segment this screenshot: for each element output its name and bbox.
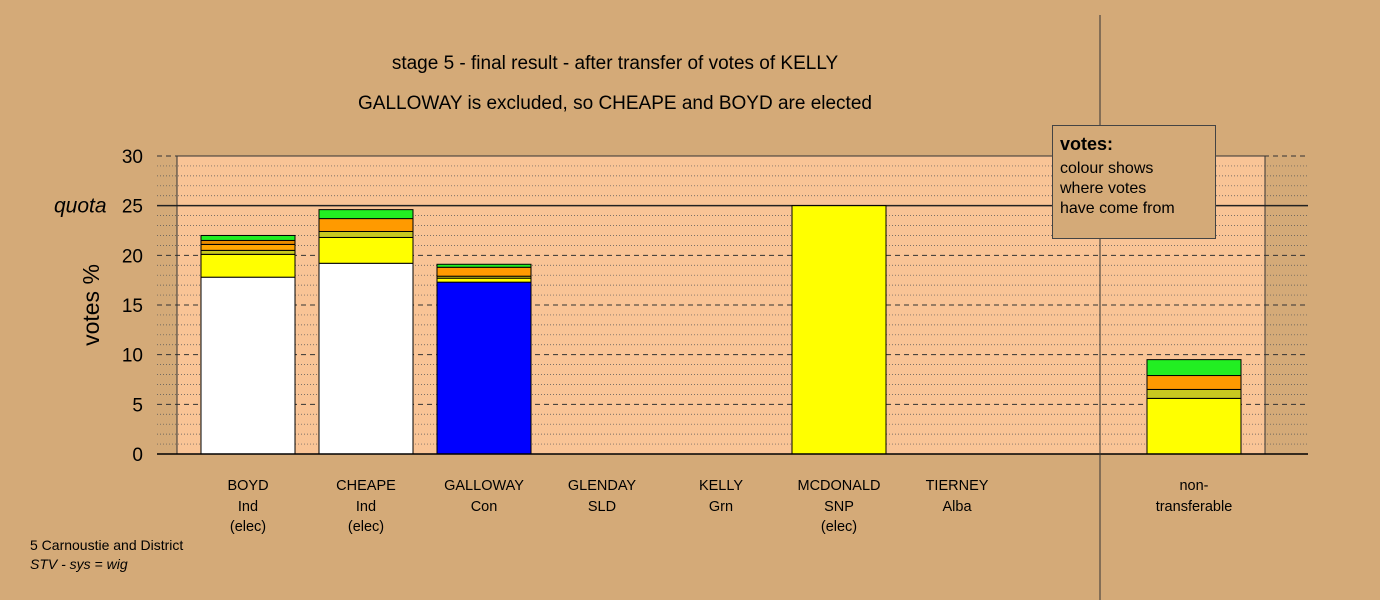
x-label-party: Ind: [356, 499, 376, 515]
bar-segment: [200, 253, 296, 278]
y-tick-label: 30: [122, 147, 143, 168]
bar-segment: [318, 262, 414, 455]
y-tick-label: 10: [122, 346, 143, 367]
bar-segment: [318, 230, 414, 238]
x-label-name: KELLY: [699, 478, 743, 494]
x-label-party: Con: [471, 499, 498, 515]
quota-label: quota: [54, 195, 107, 218]
bar-segment: [436, 266, 532, 277]
x-label-party: SNP: [824, 499, 854, 515]
chart-title: stage 5 - final result - after transfer …: [391, 53, 839, 74]
y-tick-label: 15: [122, 296, 143, 317]
y-tick-label: 20: [122, 246, 143, 267]
x-label-name: MCDONALD: [798, 478, 881, 494]
bar-segment: [1146, 375, 1242, 390]
legend-line-1: colour shows: [1060, 160, 1154, 177]
x-label-party: SLD: [588, 499, 616, 515]
y-tick-label: 25: [122, 197, 143, 218]
bar-segment: [200, 276, 296, 455]
x-label-party: Ind: [238, 499, 258, 515]
y-tick-label: 5: [132, 395, 143, 416]
y-axis-label: votes %: [78, 264, 104, 346]
x-label-status: (elec): [230, 519, 266, 535]
footer-area: 5 Carnoustie and District: [30, 537, 184, 553]
x-label-name: GALLOWAY: [444, 478, 524, 494]
legend-heading: votes:: [1060, 134, 1114, 154]
footer: 5 Carnoustie and District STV - sys = wi…: [30, 536, 183, 574]
bar-segment: [200, 243, 296, 251]
x-label-party: Alba: [942, 499, 972, 515]
bar-segment: [318, 218, 414, 232]
bar-segment: [436, 281, 532, 455]
x-label-name: non-: [1179, 478, 1208, 494]
bar-segment: [436, 277, 532, 283]
x-label-party: Grn: [709, 499, 733, 515]
bar-segment: [436, 263, 532, 268]
x-label-name: CHEAPE: [336, 478, 396, 494]
bar-segment: [200, 234, 296, 241]
legend-line-3: have come from: [1060, 200, 1175, 217]
bar-segment: [1146, 388, 1242, 399]
x-label-status: (elec): [348, 519, 384, 535]
y-tick-label: 0: [132, 445, 143, 466]
bar-segment: [200, 239, 296, 245]
x-label-status: (elec): [821, 519, 857, 535]
bar-segment: [1146, 397, 1242, 455]
bar-segment: [200, 249, 296, 255]
x-label-party: transferable: [1156, 499, 1233, 515]
bar-segment: [1146, 359, 1242, 377]
footer-system: STV - sys = wig: [30, 556, 128, 572]
chart-subtitle: GALLOWAY is excluded, so CHEAPE and BOYD…: [358, 93, 872, 114]
x-label-name: TIERNEY: [926, 478, 989, 494]
legend: votes: colour shows where votes have com…: [1052, 125, 1216, 239]
bar-segment: [318, 236, 414, 264]
legend-line-2: where votes: [1060, 180, 1147, 197]
x-label-name: GLENDAY: [568, 478, 637, 494]
bar-segment: [791, 205, 887, 455]
bar-segment: [318, 209, 414, 220]
x-label-name: BOYD: [227, 478, 268, 494]
